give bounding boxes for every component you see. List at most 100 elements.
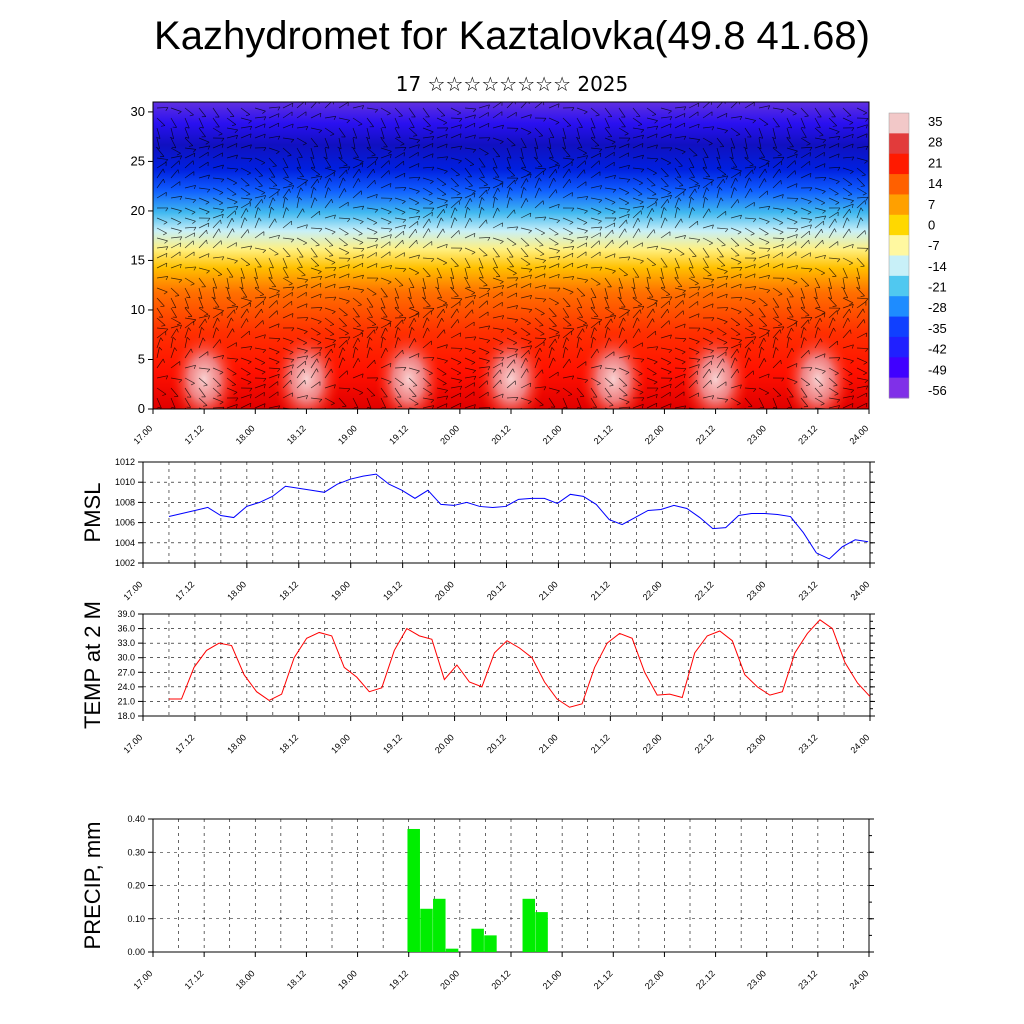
colorbar-swatch (889, 377, 909, 399)
wind-barb-flag (375, 244, 378, 249)
wind-barb-flag (584, 210, 588, 214)
wind-barb-flag (373, 231, 378, 235)
wind-barb-flag (190, 348, 193, 353)
wind-barb-flag (843, 296, 848, 299)
wind-barb (492, 111, 503, 119)
wind-barb (758, 373, 770, 379)
wind-barb (324, 198, 332, 209)
wind-barb (702, 395, 714, 399)
wind-barb-flag (352, 417, 356, 418)
wind-barb-flag (711, 395, 715, 400)
wind-barb-flag (247, 229, 250, 234)
wind-barb-flag (193, 185, 196, 190)
wind-barb-flag (230, 317, 234, 322)
wind-barb (338, 227, 349, 234)
x-tick-label: 17.12 (173, 732, 196, 755)
wind-barb-flag (429, 131, 434, 135)
wind-barb-flag (497, 207, 500, 212)
wind-barb (786, 137, 794, 148)
wind-barb-flag (473, 376, 477, 380)
wind-barb-flag (847, 317, 850, 322)
wind-barb-flag (837, 153, 840, 158)
wind-barb-flag (310, 156, 315, 159)
wind-barb (226, 197, 238, 203)
wind-barb-flag (501, 124, 504, 129)
wind-barb-flag (245, 114, 250, 117)
wind-barb-flag (484, 153, 489, 156)
wind-barb-flag (344, 333, 349, 336)
wind-barb (366, 107, 378, 111)
wind-barb (646, 277, 650, 289)
wind-barb-flag (736, 333, 741, 336)
wind-barb (170, 297, 177, 308)
wind-barb (688, 157, 695, 168)
wind-barb (604, 207, 616, 213)
wind-barb-flag (175, 295, 180, 297)
x-tick-label: 19.12 (387, 423, 410, 446)
wind-barb-flag (599, 152, 602, 158)
wind-barb-flag (412, 385, 418, 387)
wind-barb-flag (162, 232, 167, 236)
wind-barb (170, 227, 182, 232)
wind-barb (422, 143, 434, 149)
wind-barb-flag (781, 377, 785, 382)
wind-barb (380, 227, 392, 230)
colorbar-label: -7 (928, 238, 940, 253)
wind-barb-flag (795, 153, 798, 159)
wind-barb-flag (342, 347, 346, 352)
wind-barb (184, 152, 196, 159)
colorbar-label: -14 (928, 259, 947, 274)
wind-barb (548, 297, 559, 304)
y-tick-label: 33.0 (117, 638, 135, 648)
wind-barb (156, 127, 161, 139)
wind-barb-flag (819, 134, 824, 137)
wind-barb-flag (398, 115, 403, 117)
wind-barb (422, 187, 433, 194)
wind-barb (758, 217, 770, 222)
wind-barb (758, 190, 768, 199)
x-tick-label: 20.12 (485, 732, 508, 755)
wind-barb (170, 361, 181, 369)
wind-barb (282, 357, 294, 360)
wind-barb-flag (748, 347, 752, 352)
wind-barb (310, 127, 322, 131)
y-tick-label: 27.0 (117, 667, 135, 677)
x-tick-label: 20.00 (433, 732, 456, 755)
wind-barb (702, 347, 714, 351)
wind-barb-flag (415, 312, 420, 315)
wind-barb-flag (570, 159, 575, 163)
precip-bar (471, 928, 484, 952)
wind-barb (366, 287, 377, 295)
wind-barb-flag (623, 317, 626, 322)
wind-barb-flag (542, 260, 546, 264)
wind-barb (786, 207, 798, 213)
wind-barb (786, 127, 791, 139)
wind-barb-flag (864, 230, 866, 235)
wind-barb (688, 220, 698, 229)
wind-barb (464, 375, 476, 379)
wind-barb (338, 286, 350, 289)
wind-barb-flag (863, 319, 866, 324)
wind-barb (674, 191, 685, 199)
wind-barb (282, 197, 286, 209)
wind-barb-flag (695, 351, 700, 355)
wind-barb (254, 296, 266, 299)
wind-barb (212, 240, 222, 249)
wind-barb (296, 111, 307, 119)
wind-barb (646, 245, 658, 249)
wind-barb (646, 201, 657, 209)
wind-barb-flag (204, 313, 209, 316)
wind-barb (408, 387, 417, 397)
warm-area (170, 331, 239, 409)
wind-barb-flag (664, 175, 669, 177)
wind-barb (688, 184, 700, 189)
wind-barb-flag (403, 317, 407, 322)
colorbar-swatch (889, 194, 909, 216)
wind-barb (674, 347, 686, 353)
wind-barb-flag (206, 411, 209, 413)
wind-barb-flag (821, 312, 826, 315)
wind-barb (226, 177, 237, 184)
wind-barb (394, 147, 407, 149)
wind-barb-flag (795, 183, 798, 188)
wind-barb-flag (604, 296, 609, 299)
